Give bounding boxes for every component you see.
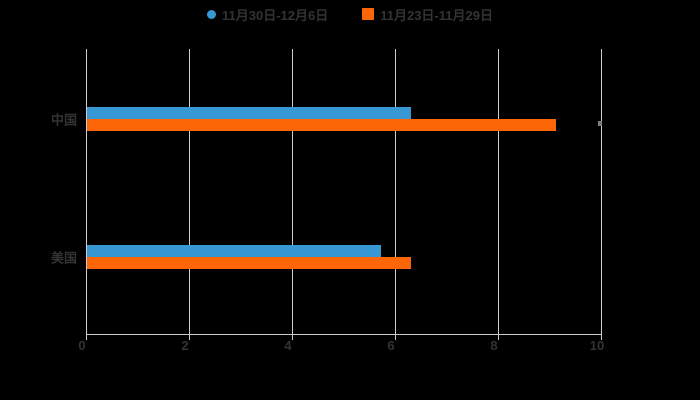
legend-label: 11月30日-12月6日 bbox=[222, 7, 329, 23]
bar-11月30日-12月6日-中国[interactable] bbox=[87, 107, 412, 119]
x-axis-line bbox=[86, 334, 602, 335]
legend-item[interactable]: 11月30日-12月6日 bbox=[207, 5, 328, 24]
y-axis-label: 中国 bbox=[50, 112, 77, 128]
gridline bbox=[395, 49, 396, 334]
legend: 11月30日-12月6日 11月23日-11月29日 bbox=[0, 5, 700, 23]
x-tick-label: 8 bbox=[490, 338, 498, 353]
x-tick bbox=[189, 335, 190, 340]
gridline bbox=[601, 49, 602, 334]
gridline bbox=[498, 49, 499, 334]
x-tick-label: 6 bbox=[387, 338, 395, 353]
x-tick bbox=[601, 335, 602, 340]
gridline-mark bbox=[598, 121, 602, 126]
bar-11月23日-11月29日-中国[interactable] bbox=[87, 119, 556, 131]
legend-marker-square-icon bbox=[362, 8, 375, 20]
x-tick bbox=[395, 335, 396, 340]
legend-item[interactable]: 11月23日-11月29日 bbox=[362, 5, 493, 24]
x-tick-label: 10 bbox=[589, 338, 605, 353]
legend-marker-circle-icon bbox=[207, 9, 216, 19]
gridline bbox=[292, 49, 293, 334]
x-tick bbox=[86, 335, 87, 340]
x-tick bbox=[292, 335, 293, 340]
plot-area bbox=[86, 49, 602, 334]
gridline bbox=[189, 49, 190, 334]
y-axis-label: 美国 bbox=[50, 250, 77, 266]
gridline bbox=[86, 49, 87, 334]
legend-label: 11月23日-11月29日 bbox=[380, 7, 493, 23]
y-axis-labels: 中国 美国 bbox=[0, 0, 78, 400]
bar-11月30日-12月6日-美国[interactable] bbox=[87, 245, 381, 257]
bar-11月23日-11月29日-美国[interactable] bbox=[87, 257, 412, 269]
x-tick-label: 2 bbox=[181, 338, 189, 353]
x-tick bbox=[498, 335, 499, 340]
x-tick-label: 4 bbox=[284, 338, 292, 353]
x-tick-label: 0 bbox=[78, 338, 86, 353]
